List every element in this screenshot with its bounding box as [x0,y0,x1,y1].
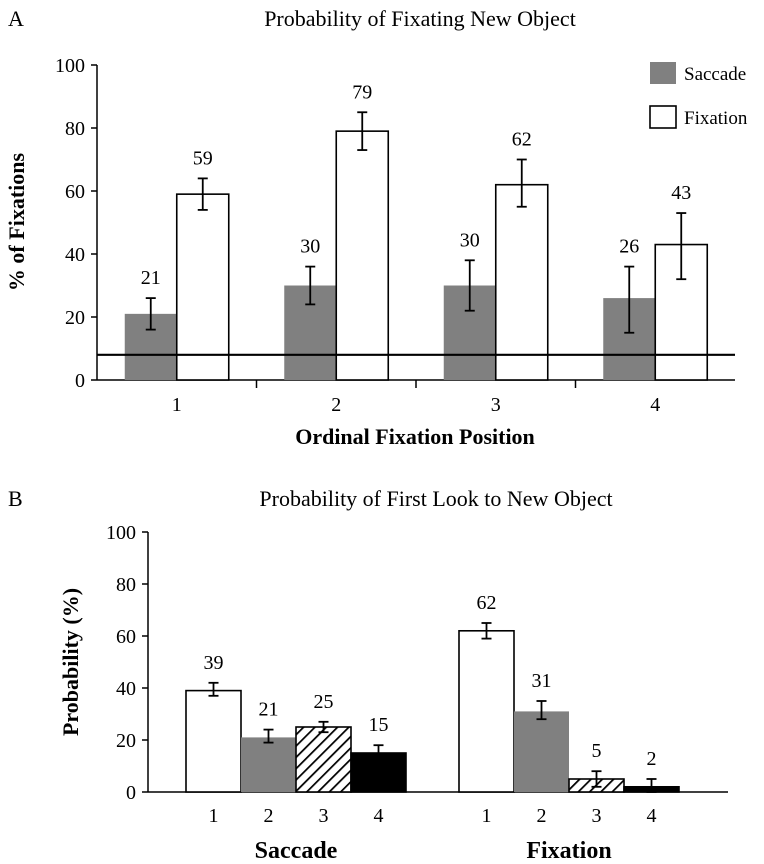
panel-a-y-tick-label: 0 [75,370,85,392]
panel-b-bar [241,737,296,792]
panel-b-x-tick-label: 2 [537,805,547,827]
panel-b-group-title: Saccade [255,838,338,864]
panel-a-plot: 0 20 40 60 80 100 1 21 59 2 30 79 3 30 62 4 26 43 Saccade F… [55,55,748,416]
legend-swatch-fixation [649,105,677,129]
panel-a-title: Probability of Fixating New Object [264,6,576,31]
panel-a-x-tick-label: 4 [650,394,660,416]
panel-a-x-tick-label: 2 [331,394,341,416]
panel-b-x-tick-label: 3 [592,805,602,827]
panel-b-group-title: Fixation [526,838,611,864]
panel-b-bar [514,711,569,792]
panel-a-y-tick-label: 80 [65,118,85,140]
panel-b-bar [185,689,242,793]
panel-a-y-tick-label: 60 [65,181,85,203]
panel-b-x-tick-label: 4 [647,805,657,827]
panel-b-y-axis-title: Probability (%) [58,588,83,736]
panel-a-value-label: 59 [193,147,213,169]
panel-a-bar-fixation [335,130,390,381]
panel-b-y-tick-label: 0 [126,782,136,804]
panel-a-y-tick-label: 100 [55,55,85,77]
panel-a-y-tick-label: 20 [65,307,85,329]
panel-b-y-tick-label: 100 [106,522,136,544]
panel-b-x-tick-label: 4 [374,805,384,827]
panel-a-value-label: 79 [352,81,372,103]
panel-a-value-label: 30 [460,229,480,251]
panel-b-value-label: 31 [532,670,552,692]
panel-b-y-tick-label: 80 [116,574,136,596]
panel-a-value-label: 26 [619,236,639,258]
panel-b-value-label: 5 [592,740,602,762]
panel-b-y-tick-label: 40 [116,678,136,700]
panel-b-x-tick-label: 1 [209,805,219,827]
panel-a-x-tick-label: 1 [172,394,182,416]
panel-a-value-label: 21 [141,267,161,289]
panel-b-bar [458,629,515,793]
legend-label-fixation: Fixation [684,108,748,129]
panel-a-value-label: 62 [512,129,532,151]
panel-a-bar-fixation [494,183,549,381]
panel-b-y-tick-label: 20 [116,730,136,752]
panel-b-label: B [8,486,23,511]
panel-b-value-label: 39 [204,652,224,674]
panel-a-value-label: 30 [300,236,320,258]
legend-label-saccade: Saccade [684,64,746,85]
panel-b-title: Probability of First Look to New Object [259,486,612,511]
panel-a-y-tick-label: 40 [65,244,85,266]
panel-a-x-tick-label: 3 [491,394,501,416]
panel-a-bar-fixation [175,193,230,381]
panel-a-x-axis-title: Ordinal Fixation Position [295,424,535,449]
panel-b-x-tick-label: 2 [264,805,274,827]
panel-a-label: A [8,6,24,31]
panel-b-plot: 020406080100391212253154Saccade621312532… [106,522,728,864]
panel-b-value-label: 25 [314,691,334,713]
panel-b-x-tick-label: 1 [482,805,492,827]
panel-a-y-axis-title: % of Fixations [4,153,29,292]
panel-b-y-tick-label: 60 [116,626,136,648]
panel-b-bar [350,752,407,793]
panel-b-value-label: 62 [477,592,497,614]
panel-b-x-tick-label: 3 [319,805,329,827]
panel-b-value-label: 21 [259,699,279,721]
panel-b-value-label: 2 [647,748,657,770]
panel-b-bar [295,726,352,793]
panel-a-value-label: 43 [671,182,691,204]
legend-swatch-saccade [650,62,676,84]
panel-b-value-label: 15 [369,714,389,736]
